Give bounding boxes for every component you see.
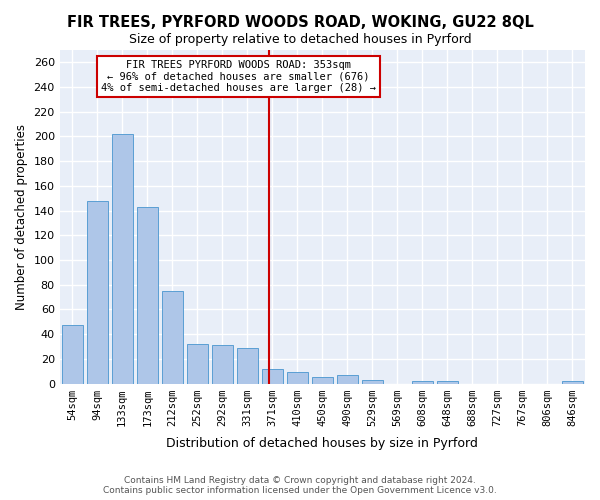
Text: FIR TREES PYRFORD WOODS ROAD: 353sqm
← 96% of detached houses are smaller (676)
: FIR TREES PYRFORD WOODS ROAD: 353sqm ← 9… <box>101 60 376 93</box>
Bar <box>212 345 233 384</box>
Bar <box>86 200 108 384</box>
Bar <box>562 381 583 384</box>
Bar <box>287 372 308 384</box>
Bar <box>362 380 383 384</box>
Bar <box>62 326 83 384</box>
Y-axis label: Number of detached properties: Number of detached properties <box>15 124 28 310</box>
Bar <box>112 134 133 384</box>
Bar <box>437 381 458 384</box>
Text: Contains HM Land Registry data © Crown copyright and database right 2024.
Contai: Contains HM Land Registry data © Crown c… <box>103 476 497 495</box>
Bar <box>312 378 333 384</box>
Bar <box>187 344 208 384</box>
Bar <box>161 291 183 384</box>
X-axis label: Distribution of detached houses by size in Pyrford: Distribution of detached houses by size … <box>166 437 478 450</box>
Bar <box>262 368 283 384</box>
Bar <box>236 348 258 384</box>
Bar <box>337 375 358 384</box>
Text: FIR TREES, PYRFORD WOODS ROAD, WOKING, GU22 8QL: FIR TREES, PYRFORD WOODS ROAD, WOKING, G… <box>67 15 533 30</box>
Text: Size of property relative to detached houses in Pyrford: Size of property relative to detached ho… <box>128 32 472 46</box>
Bar <box>412 381 433 384</box>
Bar <box>137 207 158 384</box>
